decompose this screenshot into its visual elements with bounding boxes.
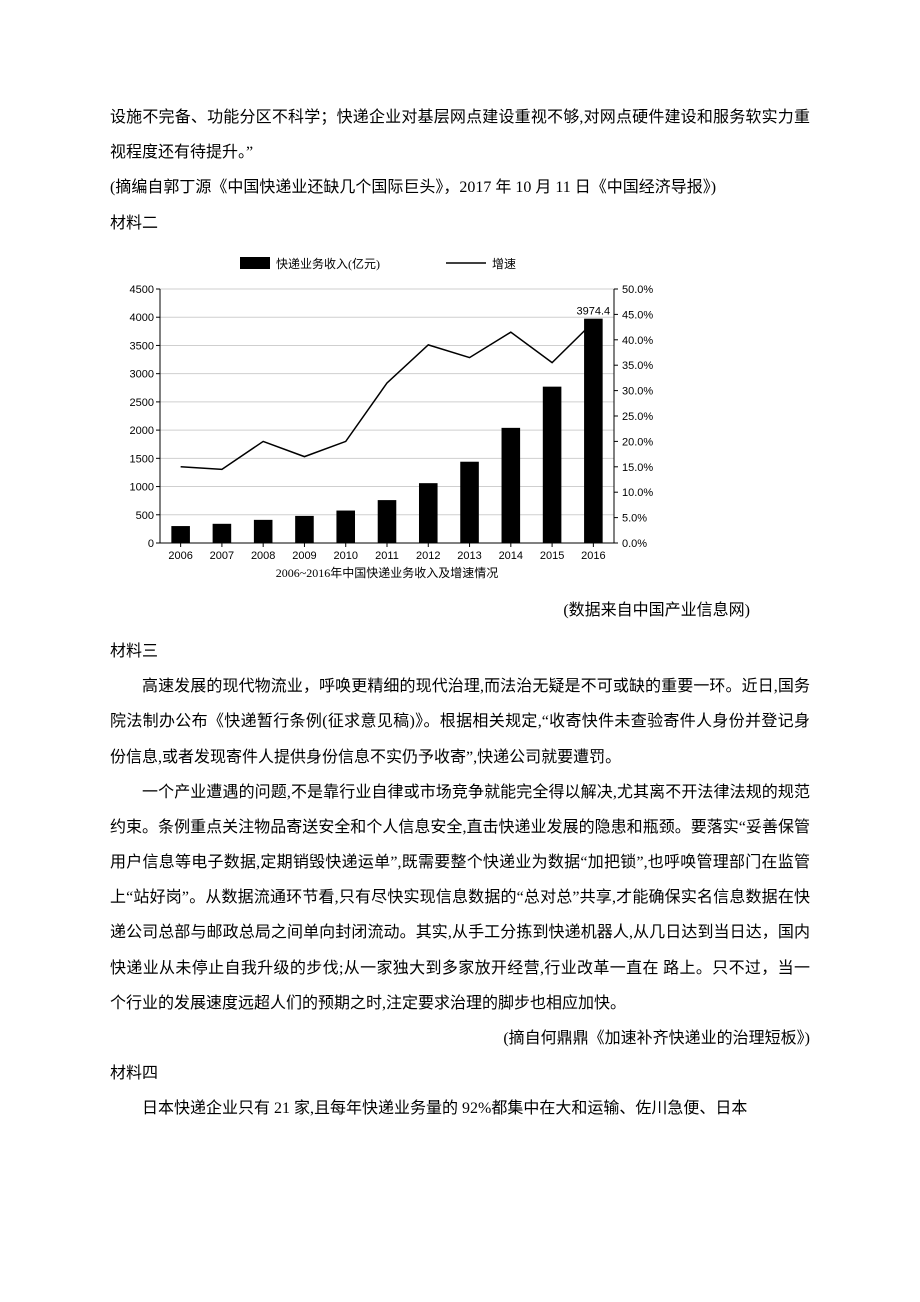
y-right-tick: 35.0% [622, 360, 653, 372]
y-left-tick: 4500 [130, 284, 154, 296]
x-tick-label: 2012 [416, 550, 440, 562]
y-left-tick: 3000 [130, 368, 154, 380]
material-3-paragraph-b: 一个产业遭遇的问题,不是靠行业自律或市场竞争就能完全得以解决,尤其离不开法律法规… [110, 775, 810, 1021]
x-tick-label: 2014 [499, 550, 523, 562]
x-tick-label: 2013 [457, 550, 481, 562]
y-right-tick: 50.0% [622, 284, 653, 296]
legend-bar-label: 快递业务收入(亿元) [276, 256, 380, 271]
y-right-tick: 15.0% [622, 462, 653, 474]
y-left-tick: 2000 [130, 425, 154, 437]
x-tick-label: 2006 [168, 550, 192, 562]
x-tick-label: 2016 [581, 550, 605, 562]
x-tick-label: 2010 [333, 550, 357, 562]
y-left-tick: 0 [148, 538, 154, 550]
x-axis-title: 2006~2016年中国快递业务收入及增速情况 [276, 565, 499, 580]
bar [584, 318, 603, 542]
y-right-tick: 20.0% [622, 436, 653, 448]
bar [254, 520, 273, 543]
source-material-1: (摘编自郭丁源《中国快递业还缺几个国际巨头》，2017 年 10 月 11 日《… [110, 170, 810, 205]
y-right-tick: 45.0% [622, 309, 653, 321]
y-right-tick: 10.0% [622, 487, 653, 499]
chart-data-source: (数据来自中国产业信息网) [110, 593, 810, 628]
y-right-tick: 0.0% [622, 538, 647, 550]
x-tick-label: 2011 [375, 550, 399, 562]
bar [336, 510, 355, 542]
express-revenue-chart: 快递业务收入(亿元) 增速 0 500 1000 1500 2000 2500 3000 3500… [110, 249, 670, 589]
y-left-tick: 4000 [130, 312, 154, 324]
bar [543, 386, 562, 542]
chart-container: 快递业务收入(亿元) 增速 0 500 1000 1500 2000 2500 3000 3500… [110, 249, 810, 589]
x-tick-label: 2015 [540, 550, 564, 562]
bar [378, 500, 397, 543]
y-right-tick: 5.0% [622, 512, 647, 524]
bar [460, 461, 479, 542]
material-3-label: 材料三 [110, 634, 810, 669]
y-left-tick: 3500 [130, 340, 154, 352]
y-right-tick: 30.0% [622, 385, 653, 397]
y-left-tick: 2500 [130, 397, 154, 409]
legend-bar-swatch [240, 257, 270, 269]
y-right-tick: 25.0% [622, 411, 653, 423]
y-right-tick: 40.0% [622, 335, 653, 347]
x-tick-label: 2009 [292, 550, 316, 562]
y-left-tick: 1500 [130, 453, 154, 465]
y-left-tick: 1000 [130, 481, 154, 493]
paragraph-intro-continued: 设施不完备、功能分区不科学；快递企业对基层网点建设重视不够,对网点硬件建设和服务… [110, 100, 810, 170]
material-2-label: 材料二 [110, 206, 810, 241]
source-material-3: (摘自何鼎鼎《加速补齐快递业的治理短板》) [110, 1021, 810, 1056]
bar [502, 428, 521, 543]
bar [419, 483, 438, 543]
x-tick-label: 2008 [251, 550, 275, 562]
legend-line-label: 增速 [492, 257, 516, 271]
bar [295, 516, 314, 543]
y-left-tick: 500 [136, 510, 154, 522]
bar-value-label: 3974.4 [577, 305, 611, 317]
x-tick-label: 2007 [210, 550, 234, 562]
material-4-label: 材料四 [110, 1056, 810, 1091]
bar [171, 526, 190, 543]
bar [213, 524, 232, 543]
material-4-paragraph: 日本快递企业只有 21 家,且每年快递业务量的 92%都集中在大和运输、佐川急便… [110, 1091, 810, 1126]
material-3-paragraph-a: 高速发展的现代物流业，呼唤更精细的现代治理,而法治无疑是不可或缺的重要一环。近日… [110, 669, 810, 775]
